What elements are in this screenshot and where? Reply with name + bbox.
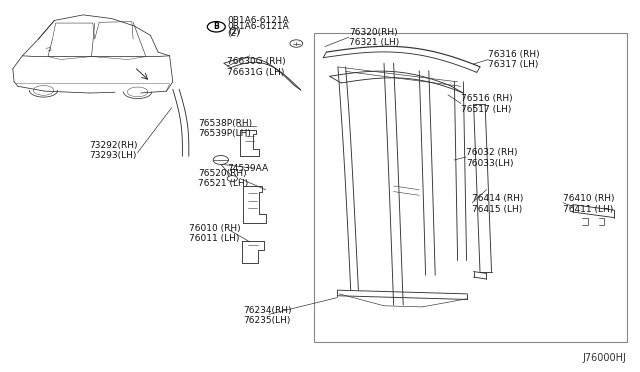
Text: 76320(RH)
76321 (LH): 76320(RH) 76321 (LH): [349, 28, 399, 47]
Text: 73292(RH)
73293(LH): 73292(RH) 73293(LH): [90, 141, 138, 160]
Text: 76516 (RH)
76517 (LH): 76516 (RH) 76517 (LH): [461, 94, 513, 114]
Text: 76414 (RH)
76415 (LH): 76414 (RH) 76415 (LH): [472, 194, 524, 214]
Text: 74539AA: 74539AA: [227, 164, 268, 173]
Text: 76316 (RH)
76317 (LH): 76316 (RH) 76317 (LH): [488, 50, 540, 69]
Text: 76010 (RH)
76011 (LH): 76010 (RH) 76011 (LH): [189, 224, 241, 243]
Text: 76520(RH)
76521 (LH): 76520(RH) 76521 (LH): [198, 169, 249, 188]
Text: 0B1A6-6121A
(2): 0B1A6-6121A (2): [228, 16, 289, 36]
Text: J76000HJ: J76000HJ: [582, 353, 626, 363]
Bar: [314, 33, 627, 342]
Text: 76538P(RH)
76539P(LH): 76538P(RH) 76539P(LH): [198, 119, 253, 138]
Text: 76234(RH)
76235(LH): 76234(RH) 76235(LH): [243, 306, 292, 325]
Text: 76410 (RH)
76411 (LH): 76410 (RH) 76411 (LH): [563, 194, 614, 214]
Text: B: B: [214, 22, 219, 31]
Text: 0B1A6-6121A: 0B1A6-6121A: [227, 22, 289, 31]
Text: 76032 (RH)
76033(LH): 76032 (RH) 76033(LH): [466, 148, 517, 168]
Text: (2): (2): [227, 29, 240, 38]
Text: 76630G (RH)
76631G (LH): 76630G (RH) 76631G (LH): [227, 57, 286, 77]
